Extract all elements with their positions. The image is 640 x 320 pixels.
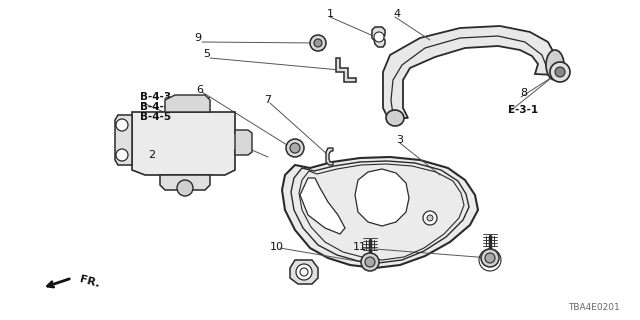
Circle shape xyxy=(481,249,499,267)
Polygon shape xyxy=(383,26,558,118)
Polygon shape xyxy=(165,95,210,112)
Polygon shape xyxy=(115,115,132,165)
Polygon shape xyxy=(326,148,333,165)
Polygon shape xyxy=(160,175,210,190)
Text: TBA4E0201: TBA4E0201 xyxy=(568,303,620,312)
Circle shape xyxy=(296,264,312,280)
Polygon shape xyxy=(300,178,345,234)
Text: 9: 9 xyxy=(195,33,202,43)
Text: 5: 5 xyxy=(204,49,211,59)
Polygon shape xyxy=(132,112,240,175)
Ellipse shape xyxy=(546,50,564,80)
Polygon shape xyxy=(235,130,252,155)
Circle shape xyxy=(310,35,326,51)
Polygon shape xyxy=(355,169,409,226)
Circle shape xyxy=(555,67,565,77)
Text: 11: 11 xyxy=(353,242,367,252)
Circle shape xyxy=(177,180,193,196)
Circle shape xyxy=(361,253,379,271)
Text: E-3-1: E-3-1 xyxy=(508,105,538,115)
Text: 3: 3 xyxy=(397,135,403,145)
Text: B-4-4: B-4-4 xyxy=(140,102,172,112)
Text: 10: 10 xyxy=(270,242,284,252)
Circle shape xyxy=(314,39,322,47)
Circle shape xyxy=(427,215,433,221)
FancyArrowPatch shape xyxy=(47,279,69,287)
Text: 6: 6 xyxy=(196,85,204,95)
Circle shape xyxy=(290,143,300,153)
Text: 4: 4 xyxy=(394,9,401,19)
Polygon shape xyxy=(336,58,356,82)
Circle shape xyxy=(550,62,570,82)
Circle shape xyxy=(116,149,128,161)
Circle shape xyxy=(116,119,128,131)
Circle shape xyxy=(485,253,495,263)
Circle shape xyxy=(365,257,375,267)
Text: B-4-5: B-4-5 xyxy=(140,112,171,122)
Text: B-4-3: B-4-3 xyxy=(140,92,171,102)
Polygon shape xyxy=(282,157,478,268)
Text: 7: 7 xyxy=(264,95,271,105)
Text: 2: 2 xyxy=(148,150,156,160)
Circle shape xyxy=(423,211,437,225)
Text: 8: 8 xyxy=(520,88,527,98)
Text: FR.: FR. xyxy=(78,275,100,290)
Circle shape xyxy=(286,139,304,157)
Polygon shape xyxy=(372,27,385,47)
Polygon shape xyxy=(290,260,318,284)
Circle shape xyxy=(374,32,384,42)
Text: 1: 1 xyxy=(326,9,333,19)
Ellipse shape xyxy=(386,110,404,126)
